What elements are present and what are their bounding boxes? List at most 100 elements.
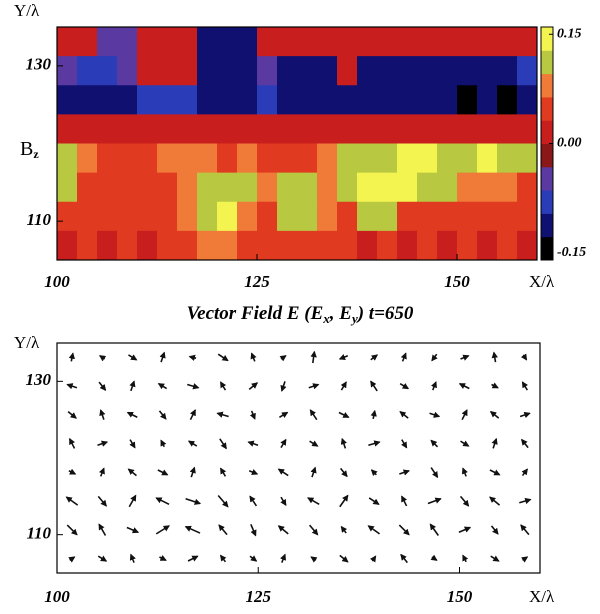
vector-arrow bbox=[310, 556, 318, 563]
heat-cell bbox=[57, 114, 78, 144]
x-tick-label: 100 bbox=[44, 272, 70, 291]
vector-arrow bbox=[129, 553, 136, 563]
heat-cell bbox=[297, 27, 318, 57]
colorbar-swatch bbox=[541, 96, 553, 121]
heat-cell bbox=[137, 85, 158, 115]
vector-arrow bbox=[189, 466, 196, 478]
heat-cell bbox=[257, 56, 278, 86]
vector-arrow bbox=[249, 555, 258, 562]
vector-arrow bbox=[188, 354, 197, 361]
heat-cell bbox=[277, 85, 298, 115]
vector-arrow bbox=[399, 469, 410, 476]
heat-cell bbox=[257, 172, 278, 203]
heat-cell bbox=[217, 27, 238, 57]
heat-cell bbox=[257, 85, 278, 115]
heat-cell bbox=[237, 172, 258, 203]
heat-cell bbox=[257, 27, 278, 57]
heat-cell bbox=[117, 143, 138, 174]
heat-cell bbox=[477, 201, 498, 232]
heat-cell bbox=[437, 201, 458, 232]
heat-cell bbox=[217, 56, 238, 86]
heat-cell bbox=[157, 172, 178, 203]
heat-cell bbox=[137, 114, 158, 144]
x-axis-label: X/λ bbox=[529, 272, 555, 291]
heat-cell bbox=[237, 201, 258, 232]
vector-arrow bbox=[310, 466, 317, 478]
vector-arrow bbox=[370, 354, 379, 361]
colorbar-tick-label: 0.15 bbox=[557, 27, 582, 42]
heat-cell bbox=[177, 114, 198, 144]
heat-cell bbox=[197, 201, 218, 232]
heat-cell bbox=[397, 201, 418, 232]
heat-cell bbox=[197, 85, 218, 115]
heat-cell bbox=[317, 172, 338, 203]
heat-cell bbox=[157, 143, 178, 174]
heat-cell bbox=[417, 27, 438, 57]
heat-cell bbox=[277, 114, 298, 144]
vector-arrow bbox=[280, 438, 287, 449]
vector-arrow bbox=[155, 497, 170, 506]
heat-cell bbox=[437, 172, 458, 203]
heat-cell bbox=[237, 27, 258, 57]
heat-cell bbox=[397, 172, 418, 203]
heat-cell bbox=[157, 114, 178, 144]
vector-arrow bbox=[280, 381, 287, 392]
vector-arrow bbox=[491, 382, 499, 389]
heat-cell bbox=[377, 56, 398, 86]
heat-cell bbox=[117, 172, 138, 203]
heat-cell bbox=[397, 85, 418, 115]
heat-cell bbox=[357, 114, 378, 144]
vector-arrow bbox=[519, 411, 531, 418]
heat-cell bbox=[377, 230, 398, 261]
vector-arrow bbox=[490, 525, 499, 535]
vector-arrow bbox=[429, 523, 439, 536]
heat-cell bbox=[237, 143, 258, 174]
heat-cell bbox=[157, 201, 178, 232]
heat-cell bbox=[377, 114, 398, 144]
heat-cell bbox=[357, 56, 378, 86]
heat-cell bbox=[417, 201, 438, 232]
vector-arrow bbox=[184, 525, 201, 534]
heat-cell bbox=[197, 56, 218, 86]
vector-arrow bbox=[489, 469, 501, 476]
x-tick-label: 100 bbox=[44, 587, 70, 606]
vector-arrow bbox=[250, 523, 257, 537]
heat-cell bbox=[277, 56, 298, 86]
heat-cell bbox=[197, 172, 218, 203]
heat-cell bbox=[257, 114, 278, 144]
vector-arrow bbox=[398, 524, 410, 536]
heat-cell bbox=[137, 56, 158, 86]
heat-cell bbox=[117, 27, 138, 57]
vector-arrow bbox=[68, 352, 75, 362]
heat-cell bbox=[397, 230, 418, 261]
colorbar-swatch bbox=[541, 73, 553, 98]
heat-cell bbox=[177, 172, 198, 203]
x-tick-label: 150 bbox=[444, 272, 470, 291]
heat-cell bbox=[257, 201, 278, 232]
vector-arrow bbox=[521, 381, 528, 391]
colorbar-tick-label: -0.15 bbox=[557, 245, 586, 260]
heat-cell bbox=[197, 143, 218, 174]
vector-arrow bbox=[157, 469, 169, 476]
vector-arrow bbox=[401, 439, 408, 449]
z-label: Bz bbox=[20, 138, 39, 161]
vector-arrow bbox=[155, 525, 170, 535]
heat-cell bbox=[197, 27, 218, 57]
vector-arrow bbox=[279, 355, 287, 362]
colorbar-swatch bbox=[541, 143, 553, 168]
vector-arrow bbox=[250, 352, 257, 362]
vector-arrow bbox=[248, 382, 259, 390]
heat-cell bbox=[357, 230, 378, 261]
vector-arrow bbox=[189, 409, 196, 421]
heat-cell bbox=[397, 27, 418, 57]
vector-arrow bbox=[187, 555, 199, 562]
vector-arrow bbox=[462, 554, 469, 563]
heat-cell bbox=[417, 114, 438, 144]
heat-cell bbox=[157, 85, 178, 115]
vector-arrow bbox=[309, 409, 318, 421]
heat-cell bbox=[137, 172, 158, 203]
heat-cell bbox=[297, 230, 318, 261]
heat-cell bbox=[257, 143, 278, 174]
vector-arrow bbox=[65, 496, 79, 506]
heat-cell bbox=[217, 201, 238, 232]
